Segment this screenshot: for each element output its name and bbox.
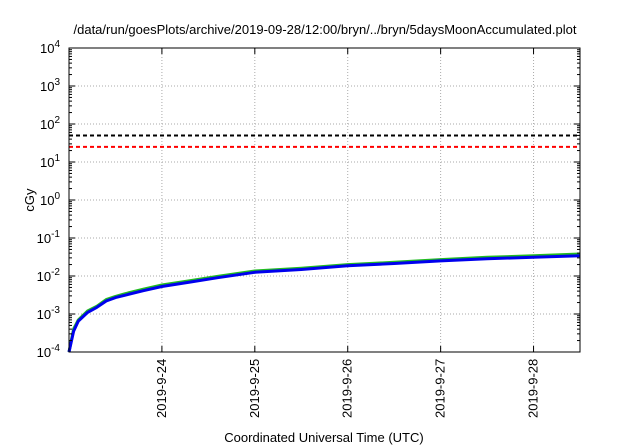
y-tick-base: 10 [37,231,51,246]
y-tick-base: 10 [40,117,54,132]
y-tick-label: 103 [40,77,60,94]
series-lines [67,252,581,353]
x-tick-label: 2019-9-27 [433,359,448,418]
y-tick-exponent: -3 [51,305,60,316]
y-tick-label: 10-4 [37,343,61,360]
y-tick-label: 104 [40,39,60,56]
y-tick-exponent: 0 [54,191,60,202]
y-axis-label: cGy [22,188,37,212]
x-tick-label: 2019-9-24 [154,359,169,418]
grid [69,48,580,352]
y-tick-base: 10 [37,269,51,284]
threshold-lines [69,134,580,148]
chart-title: /data/run/goesPlots/archive/2019-09-28/1… [74,22,577,37]
x-tick-label: 2019-9-25 [247,359,262,418]
y-tick-label: 100 [40,191,60,208]
y-tick-exponent: -1 [51,229,60,240]
y-tick-base: 10 [37,307,51,322]
y-tick-exponent: -2 [51,267,60,278]
series-line [67,254,581,353]
y-tick-exponent: 2 [54,115,60,126]
y-tick-base: 10 [40,193,54,208]
x-tick-label: 2019-9-28 [526,359,541,418]
x-axis-label: Coordinated Universal Time (UTC) [224,430,423,445]
y-tick-label: 102 [40,115,60,132]
y-tick-base: 10 [40,41,54,56]
y-tick-label: 10-2 [37,267,61,284]
y-tick-exponent: 4 [54,39,60,50]
x-axis-ticks: 2019-9-24 2019-9-25 2019-9-26 2019-9-27 2019… [154,48,541,418]
y-tick-base: 10 [40,155,54,170]
y-tick-label: 10-1 [37,229,61,246]
y-tick-base: 10 [37,345,51,360]
y-tick-label: 10-3 [37,305,61,322]
x-tick-label: 2019-9-26 [340,359,355,418]
y-tick-exponent: -4 [51,343,60,354]
y-tick-base: 10 [40,79,54,94]
y-tick-label: 101 [40,153,60,170]
y-tick-exponent: 1 [54,153,60,164]
y-tick-exponent: 3 [54,77,60,88]
